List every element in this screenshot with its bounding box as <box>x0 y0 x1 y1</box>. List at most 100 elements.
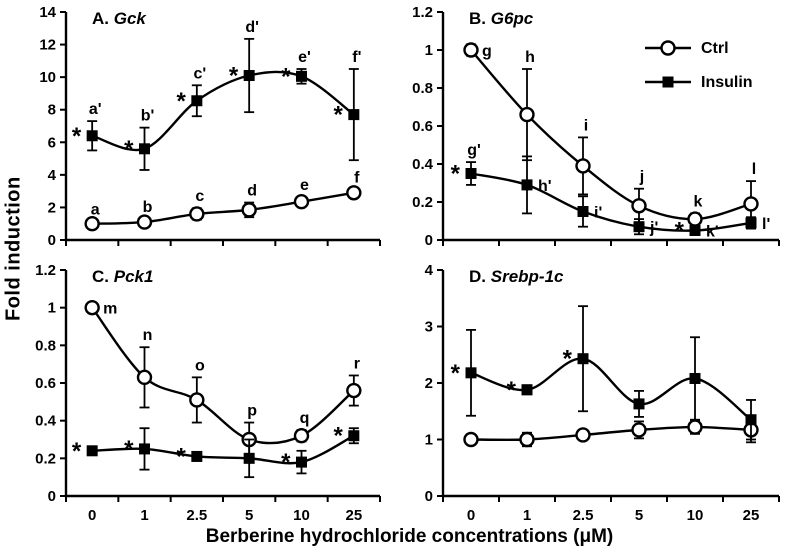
data-point-ctrl <box>293 428 310 444</box>
y-tick-label: 2 <box>425 375 433 392</box>
y-tick-label: 0.8 <box>35 337 56 354</box>
data-point-ctrl <box>84 299 100 316</box>
y-tick-label: 0.2 <box>412 194 433 211</box>
data-point-ctrl <box>189 392 205 408</box>
y-tick-label: 1.2 <box>412 4 433 21</box>
point-label: j' <box>649 220 658 237</box>
data-point-insulin <box>139 143 150 155</box>
panel-b-g6pc-chart: 0 0.2 0.4 0.6 0.8 1 1.2 B. G6pc g h i j k l g' * h' i' j' k… <box>412 4 780 249</box>
legend-label: Ctrl <box>701 40 729 57</box>
panel-d-srebp1c-chart: 0 1 2 3 4 0 1 2.5 5 10 25 D. Srebp-1c * * * <box>425 262 780 524</box>
x-tick-label: 5 <box>635 507 643 524</box>
data-point-ctrl <box>293 194 310 210</box>
data-point-ctrl <box>463 42 479 58</box>
series-line-insulin <box>470 172 752 232</box>
significance-asterisk: * <box>507 377 517 404</box>
data-point-insulin <box>139 443 150 455</box>
x-tick-label: 5 <box>245 507 253 524</box>
x-tick-label: 1 <box>140 507 148 524</box>
point-label: h' <box>538 178 552 195</box>
panel-a-gck-chart: 0 2 4 6 8 10 12 14 A. Gck a b c d e f a' * b' * c' * d' * e' * f'… <box>39 4 381 249</box>
series-line-ctrl <box>91 306 355 445</box>
legend: Ctrl Insulin <box>645 40 753 91</box>
x-tick-label: 25 <box>345 507 362 524</box>
data-point-insulin <box>191 95 203 107</box>
data-point-ctrl <box>631 422 647 438</box>
point-label: f <box>354 170 360 187</box>
panel-title: D. Srebp-1c <box>469 267 564 286</box>
point-label: p <box>247 403 257 420</box>
point-label: c' <box>193 65 206 82</box>
significance-asterisk: * <box>333 102 343 129</box>
point-label: g' <box>467 142 481 159</box>
y-tick-label: 0.6 <box>412 118 433 135</box>
data-point-ctrl <box>463 431 479 448</box>
y-tick-label: 0 <box>425 488 433 505</box>
y-tick-label: 1.2 <box>35 262 56 279</box>
data-point-ctrl <box>346 382 362 399</box>
y-tick-label: 0 <box>48 488 56 505</box>
data-point-ctrl <box>575 427 591 443</box>
data-point-ctrl <box>189 206 205 222</box>
y-tick-label: 0 <box>48 232 56 249</box>
point-label: f' <box>352 49 361 66</box>
y-tick-label: 2 <box>48 199 56 216</box>
x-tick-label: 1 <box>523 507 531 524</box>
point-label: l <box>752 161 756 178</box>
y-tick-label: 1 <box>425 42 433 59</box>
point-label: l' <box>762 216 770 233</box>
y-tick-label: 0.4 <box>35 413 57 430</box>
point-label: j <box>639 169 644 186</box>
x-tick-label: 2.5 <box>573 507 594 524</box>
significance-asterisk: * <box>451 360 461 387</box>
point-label: i' <box>594 205 602 222</box>
y-axis-label: Fold induction <box>2 176 25 322</box>
data-point-ctrl <box>136 369 153 386</box>
y-tick-label: 4 <box>48 167 57 184</box>
data-point-insulin <box>745 217 757 229</box>
data-point-insulin <box>191 450 203 462</box>
data-point-ctrl <box>631 198 647 214</box>
axes <box>441 12 779 242</box>
point-label: d' <box>245 19 259 36</box>
point-label: a <box>91 201 100 218</box>
point-label: e <box>300 177 309 194</box>
x-tick-label: 10 <box>293 507 310 524</box>
point-label: m <box>103 301 117 318</box>
significance-asterisk: * <box>281 63 291 90</box>
significance-asterisk: * <box>124 136 134 163</box>
point-label: h <box>525 49 535 66</box>
data-point-insulin <box>348 109 360 121</box>
point-label: r <box>354 355 360 372</box>
data-point-insulin <box>465 367 477 379</box>
data-point-ctrl <box>575 158 591 174</box>
x-tick-label: 10 <box>687 507 704 524</box>
y-tick-label: 3 <box>425 319 433 336</box>
significance-asterisk: * <box>176 88 186 115</box>
y-tick-label: 1 <box>48 300 56 317</box>
y-tick-label: 10 <box>39 69 56 86</box>
data-point-insulin <box>86 130 98 142</box>
panel-title: B. G6pc <box>469 9 534 28</box>
data-point-ctrl <box>136 214 153 230</box>
y-tick-label: 12 <box>39 37 56 54</box>
series-line-ctrl <box>470 425 752 442</box>
y-tick-label: 4 <box>425 262 434 279</box>
significance-asterisk: * <box>333 423 343 450</box>
significance-asterisk: * <box>281 449 291 476</box>
data-point-insulin <box>521 384 533 396</box>
legend-marker-insulin <box>662 76 674 88</box>
significance-asterisk: * <box>451 161 461 188</box>
data-point-insulin <box>86 445 98 457</box>
point-label: c <box>195 188 204 205</box>
data-point-ctrl <box>687 211 703 227</box>
point-label: n <box>143 327 153 344</box>
data-point-insulin <box>745 414 757 426</box>
point-label: o <box>195 357 205 374</box>
data-point-insulin <box>689 225 701 236</box>
point-label: d <box>247 183 257 200</box>
x-tick-label: 2.5 <box>186 507 207 524</box>
significance-asterisk: * <box>675 218 685 245</box>
y-tick-label: 1 <box>425 432 433 449</box>
